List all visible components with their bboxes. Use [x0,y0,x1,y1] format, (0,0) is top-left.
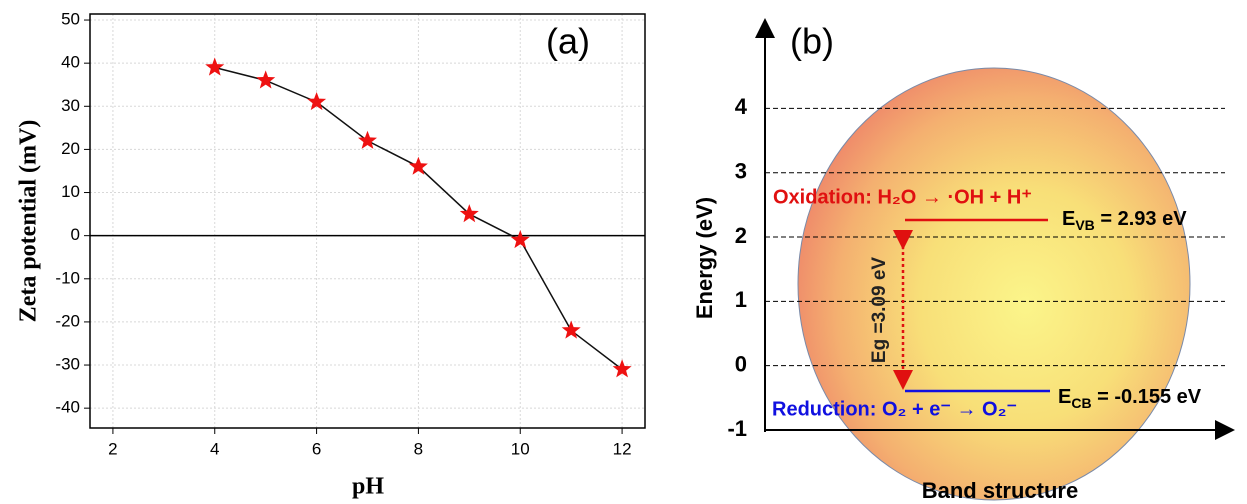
y-tick-label: -20 [55,311,80,330]
star-marker [408,156,428,175]
x-tick-label: 2 [108,439,117,458]
star-marker [256,70,276,89]
star-marker [307,92,327,111]
y-axis-label: Energy (eV) [692,197,717,319]
plot-frame [89,13,646,429]
y-tick-label: 1 [735,287,747,312]
x-tick-label: 10 [511,439,530,458]
band-sphere [797,67,1191,501]
y-tick-label: 3 [735,159,747,184]
cb-label-symbol: E [1058,386,1071,408]
star-marker [358,130,377,149]
cb-label: ECB = -0.155 eV [1058,386,1202,410]
y-tick-label: 0 [71,225,80,244]
cb-label-subscript: CB [1071,395,1091,411]
panel-title: (a) [546,21,590,62]
oxidation-label: Oxidation: H₂O → ·OH + H⁺ [773,186,1032,208]
y-tick-label: 40 [61,53,80,72]
y-tick-label: 2 [735,223,747,248]
vb-label-symbol: E [1062,208,1075,230]
y-tick-label: -30 [55,355,80,374]
vb-label-value: = 2.93 eV [1095,208,1187,230]
gap-label: Eg =3.09 eV [869,257,890,363]
star-marker [561,320,581,339]
vb-label-subscript: VB [1075,217,1094,233]
y-tick-label: -1 [727,416,747,441]
x-tick-label: 4 [210,439,219,458]
star-marker [205,57,225,76]
x-tick-label: 12 [613,439,632,458]
panel-title: (b) [790,21,834,62]
star-marker [510,230,530,249]
y-tick-label: 30 [61,96,80,115]
x-tick-label: 8 [414,439,423,458]
star-marker [612,359,632,378]
y-tick-label: 4 [735,94,748,119]
y-tick-label: 50 [61,10,80,29]
x-axis-label: Band structure [922,478,1078,503]
star-marker [459,204,479,223]
x-axis-label: pH [352,474,384,500]
y-tick-label: -10 [55,268,80,287]
vb-label: EVB = 2.93 eV [1062,208,1187,232]
y-tick-label: -40 [55,398,80,417]
reduction-label: Reduction: O₂ + e⁻ → O₂⁻ [772,398,1017,420]
y-axis-label: Zeta potential (mV) [16,120,42,323]
y-tick-label: 0 [735,351,747,376]
y-tick-label: 10 [61,182,80,201]
y-tick-label: 20 [61,139,80,158]
x-tick-label: 6 [312,439,321,458]
cb-label-value: = -0.155 eV [1092,386,1202,408]
